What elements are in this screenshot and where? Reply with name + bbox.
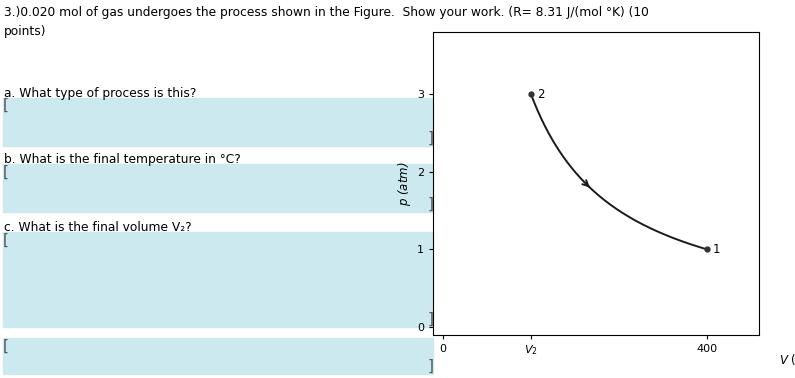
- Text: ]: ]: [427, 130, 433, 146]
- Text: 1: 1: [713, 243, 720, 256]
- Text: [: [: [3, 338, 10, 353]
- Text: b. What is the final temperature in °C?: b. What is the final temperature in °C?: [4, 153, 241, 166]
- Text: ]: ]: [427, 359, 433, 374]
- X-axis label: $V$ (cm$^3$): $V$ (cm$^3$): [779, 351, 795, 369]
- Text: c. What is the final volume V₂?: c. What is the final volume V₂?: [4, 221, 192, 234]
- Text: a. What type of process is this?: a. What type of process is this?: [4, 87, 196, 100]
- Y-axis label: $p$ (atm): $p$ (atm): [396, 161, 413, 206]
- Bar: [3, 98, 433, 146]
- Text: [: [: [3, 232, 10, 248]
- Bar: [3, 164, 433, 212]
- Text: ]: ]: [427, 197, 433, 212]
- Text: 3.)0.020 mol of gas undergoes the process shown in the Figure.  Show your work. : 3.)0.020 mol of gas undergoes the proces…: [4, 6, 649, 19]
- Bar: [3, 232, 433, 327]
- Text: points): points): [4, 25, 46, 37]
- Text: [: [: [3, 98, 10, 113]
- Bar: [3, 338, 433, 374]
- Text: [: [: [3, 164, 10, 180]
- Text: 2: 2: [537, 88, 545, 101]
- Text: ]: ]: [427, 312, 433, 327]
